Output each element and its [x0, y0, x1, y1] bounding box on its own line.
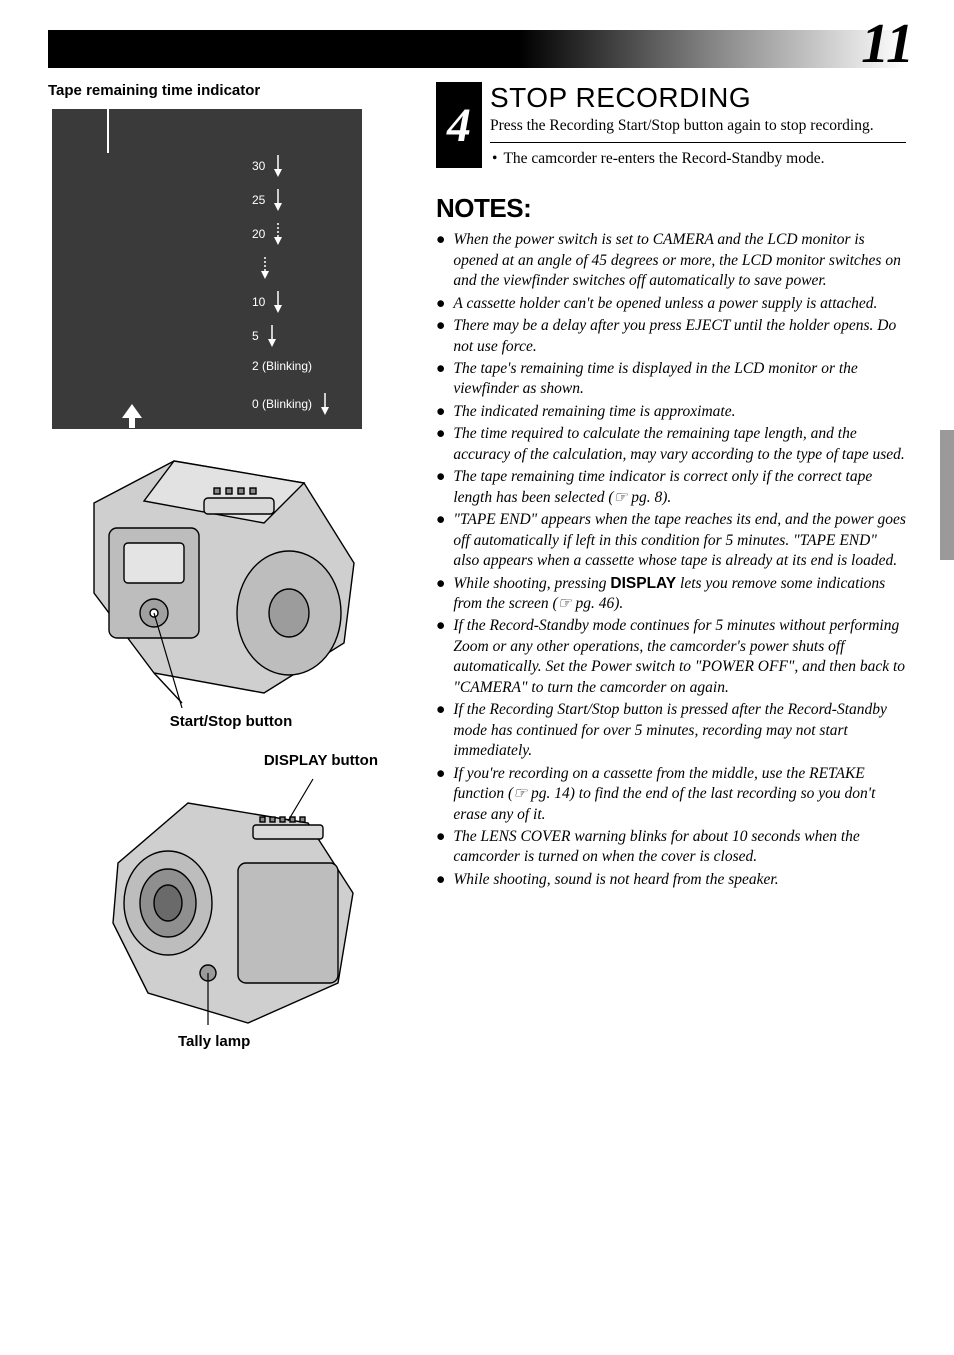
note-item: ●When the power switch is set to CAMERA … [436, 230, 906, 291]
note-item: ●If the Recording Start/Stop button is p… [436, 700, 906, 761]
note-item: ●If you're recording on a cassette from … [436, 764, 906, 825]
display-button-caption: DISPLAY button [88, 752, 378, 769]
step-4-block: 4 STOP RECORDING Press the Recording Sta… [436, 82, 906, 169]
down-arrow-icon [320, 393, 330, 415]
step-text: Press the Recording Start/Stop button ag… [490, 116, 906, 136]
notes-list: ●When the power switch is set to CAMERA … [436, 230, 906, 890]
tape-row: 30 [252, 155, 283, 177]
tape-row: 2 (Blinking) [252, 359, 312, 373]
note-item: ●A cassette holder can't be opened unles… [436, 294, 906, 314]
header-gradient-bar: 11 [48, 30, 906, 68]
tape-row: 0 (Blinking) [252, 393, 330, 415]
note-item: ●The LENS COVER warning blinks for about… [436, 827, 906, 868]
tape-indicator-heading: Tape remaining time indicator [48, 82, 408, 99]
step-sub-bullet: • The camcorder re-enters the Record-Sta… [490, 149, 906, 169]
note-item: ●The time required to calculate the rema… [436, 424, 906, 465]
side-tab [940, 430, 954, 560]
page-number: 11 [861, 12, 914, 76]
notes-heading: NOTES: [436, 193, 906, 224]
step-title: STOP RECORDING [490, 82, 906, 114]
step-number: 4 [447, 98, 471, 153]
tally-lamp-caption: Tally lamp [118, 1033, 408, 1050]
tape-row [252, 257, 270, 279]
down-arrow-icon [273, 291, 283, 313]
up-arrow-icon [122, 404, 142, 428]
tape-row: 25 [252, 189, 283, 211]
note-item: ●The tape's remaining time is displayed … [436, 359, 906, 400]
start-stop-caption: Start/Stop button [54, 713, 408, 730]
camcorder-rear-illustration [54, 443, 364, 713]
note-item: ●There may be a delay after you press EJ… [436, 316, 906, 357]
tape-row: 5 [252, 325, 277, 347]
tape-remaining-diagram: 30 25 20 10 5 2 (Blinking) 0 (Blinking) [52, 109, 362, 429]
tape-row: 20 [252, 223, 283, 245]
camcorder-front-illustration [88, 773, 378, 1033]
note-item: ●The indicated remaining time is approxi… [436, 402, 906, 422]
note-item: ●If the Record-Standby mode continues fo… [436, 616, 906, 698]
note-item: ●While shooting, pressing DISPLAY lets y… [436, 574, 906, 615]
note-item: ●"TAPE END" appears when the tape reache… [436, 510, 906, 571]
down-arrow-dashed-icon [260, 257, 270, 279]
down-arrow-dashed-icon [273, 223, 283, 245]
tape-row: 10 [252, 291, 283, 313]
down-arrow-icon [273, 155, 283, 177]
down-arrow-icon [267, 325, 277, 347]
down-arrow-icon [273, 189, 283, 211]
step-number-box: 4 [436, 82, 482, 168]
note-item: ●While shooting, sound is not heard from… [436, 870, 906, 890]
note-item: ●The tape remaining time indicator is co… [436, 467, 906, 508]
